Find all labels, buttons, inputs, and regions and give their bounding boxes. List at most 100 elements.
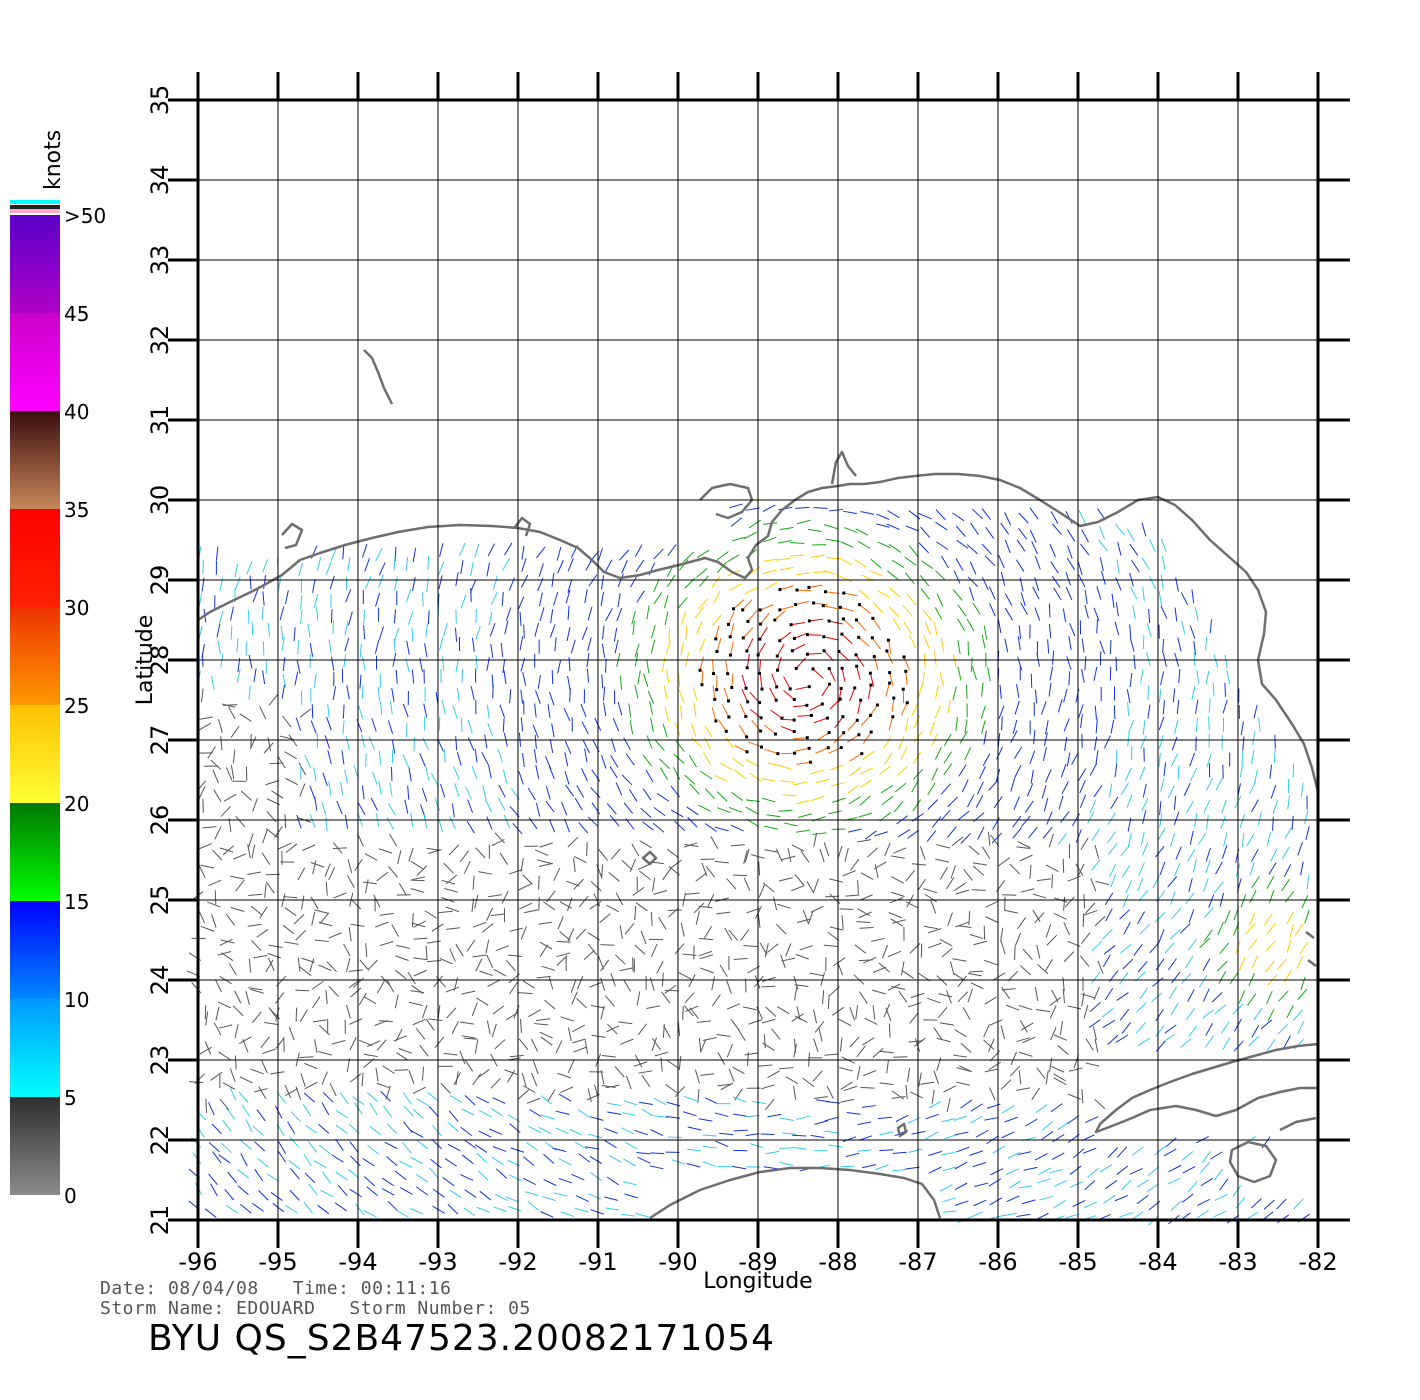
wind-vector: [564, 770, 570, 785]
wind-vector: [282, 924, 295, 935]
wind-vector: [1020, 815, 1031, 828]
rain-flag-marker: [760, 745, 764, 749]
wind-vector: [1269, 764, 1273, 779]
rain-flag-marker: [840, 632, 844, 636]
wind-vector: [587, 637, 592, 652]
wind-vector: [857, 1121, 872, 1126]
wind-vector: [543, 1178, 557, 1186]
wind-vector: [860, 872, 874, 880]
wind-vector: [955, 716, 958, 731]
wind-vector: [486, 656, 490, 671]
wind-vector: [1233, 1040, 1244, 1052]
wind-vector: [234, 563, 239, 578]
wind-vector: [210, 1183, 218, 1197]
wind-vector: [349, 1188, 362, 1198]
wind-vector: [1146, 623, 1152, 637]
yucatan-coastline: [649, 1166, 942, 1220]
wind-vector: [230, 725, 240, 738]
wind-vector: [1032, 909, 1041, 922]
wind-vector: [941, 638, 945, 653]
wind-vector: [1248, 1036, 1260, 1047]
wind-vector: [318, 1123, 330, 1134]
wind-vector: [609, 815, 620, 827]
wind-vector: [559, 901, 573, 909]
wind-vector: [1186, 800, 1195, 814]
wind-vector: [606, 904, 620, 913]
wind-vector: [909, 1012, 919, 1024]
wind-vector: [573, 856, 587, 864]
wind-vector: [278, 842, 292, 850]
wind-vector: [486, 562, 491, 577]
wind-vector: [936, 1057, 942, 1071]
wind-vector: [957, 666, 962, 681]
wind-vector: [263, 575, 267, 590]
wind-vector: [913, 1037, 926, 1047]
wind-vector: [656, 960, 664, 974]
wind-vector: [849, 1036, 860, 1048]
wind-vector: [700, 1039, 707, 1053]
wind-vector: [767, 1113, 782, 1118]
wind-vector: [905, 525, 920, 532]
rain-flag-marker: [827, 682, 831, 686]
wind-vector: [973, 1199, 987, 1207]
wind-vector: [350, 1155, 361, 1167]
wind-vector: [1155, 1025, 1165, 1037]
rain-flag-marker: [727, 622, 731, 626]
wind-vector: [1195, 699, 1199, 714]
wind-vector: [365, 943, 368, 958]
wind-vector: [857, 1149, 872, 1152]
wind-vector: [1158, 591, 1163, 606]
wind-vector: [1249, 912, 1256, 926]
colorbar-tick-label: 15: [64, 890, 89, 914]
wind-vector: [624, 1141, 638, 1150]
wind-vector: [1224, 910, 1231, 924]
wind-vector: [829, 878, 844, 883]
wind-vector: [333, 892, 347, 899]
wind-vector: [1116, 992, 1129, 1001]
wind-vector: [933, 621, 938, 636]
wind-vector: [717, 1083, 732, 1087]
wind-vector: [248, 654, 253, 669]
wind-vector: [236, 638, 239, 653]
wind-vector: [1099, 557, 1104, 572]
wind-vector: [314, 939, 329, 943]
wind-vector: [1120, 782, 1129, 795]
wind-vector: [956, 1081, 971, 1086]
wind-vector: [538, 875, 540, 890]
wind-vector: [773, 896, 778, 911]
wind-vector: [1058, 795, 1064, 810]
wind-vector: [457, 687, 460, 702]
wind-vector: [1018, 527, 1028, 540]
wind-vector: [412, 1018, 426, 1026]
wind-vector: [425, 623, 428, 638]
wind-vector: [378, 626, 384, 641]
wind-vector: [664, 611, 669, 626]
wind-vector: [827, 994, 830, 1009]
wind-vector: [849, 753, 863, 762]
wind-vector: [1094, 736, 1098, 751]
wind-vector: [490, 591, 498, 606]
wind-vector: [935, 509, 946, 521]
wind-vector: [1238, 990, 1246, 1004]
wind-vector: [833, 732, 845, 744]
wind-vector: [1138, 862, 1145, 876]
wind-vector: [446, 1007, 457, 1019]
wind-vector: [1032, 586, 1040, 600]
wind-vector: [860, 714, 871, 726]
wind-vector: [427, 1092, 439, 1102]
wind-vector: [381, 1177, 395, 1187]
wind-vector: [955, 558, 964, 571]
wind-vector: [790, 542, 805, 545]
wind-vector: [767, 943, 779, 953]
wind-vector: [763, 1166, 778, 1170]
wind-vector: [827, 931, 840, 942]
wind-vector: [610, 848, 621, 860]
wind-vector: [509, 689, 512, 704]
wind-vector: [908, 1148, 923, 1153]
wind-vector: [398, 1048, 413, 1054]
wind-vector: [220, 736, 223, 751]
wind-vector: [532, 724, 539, 738]
wind-vector: [268, 944, 283, 948]
date-time-line: Date: 08/04/08 Time: 00:11:16: [100, 1278, 452, 1299]
wind-vector: [573, 1046, 587, 1053]
